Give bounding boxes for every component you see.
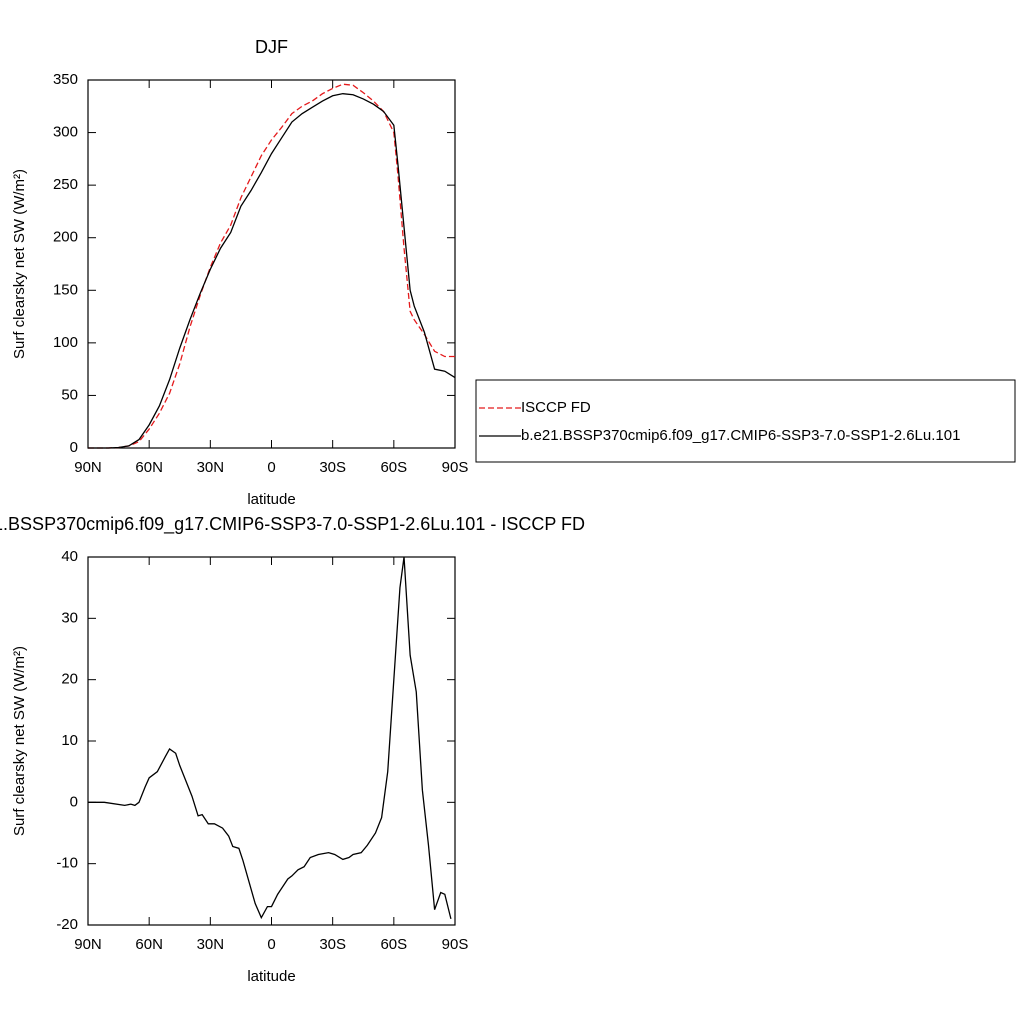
plot-frame: [87, 556, 456, 926]
x-tick-label: 90S: [442, 459, 469, 476]
y-tick-label: 10: [61, 732, 78, 749]
y-tick-label: -10: [56, 855, 78, 872]
x-tick-label: 0: [267, 459, 275, 476]
y-tick-label: 0: [70, 793, 78, 810]
y-tick-label: 350: [53, 71, 78, 88]
y-tick-label: -20: [56, 916, 78, 933]
legend-box: [475, 379, 1016, 463]
plot-frame: [87, 79, 456, 449]
x-axis-label: latitude: [247, 968, 295, 985]
series-line: [88, 83, 455, 449]
x-tick-label: 60N: [135, 459, 163, 476]
y-axis-label: Surf clearsky net SW (W/m²): [11, 646, 28, 836]
y-tick-label: 200: [53, 229, 78, 246]
y-tick-label: 300: [53, 124, 78, 141]
x-tick-label: 0: [267, 936, 275, 953]
chart-title: b.e21.BSSP370cmip6.f09_g17.CMIP6-SSP3-7.…: [0, 514, 585, 535]
series-line: [88, 556, 452, 920]
x-tick-label: 90S: [442, 936, 469, 953]
y-tick-label: 150: [53, 281, 78, 298]
x-tick-label: 60S: [380, 936, 407, 953]
x-tick-label: 60S: [380, 459, 407, 476]
y-tick-label: 100: [53, 334, 78, 351]
y-tick-label: 0: [70, 439, 78, 456]
x-tick-label: 30N: [197, 936, 225, 953]
y-tick-label: 30: [61, 609, 78, 626]
series-line: [88, 93, 456, 449]
y-tick-label: 20: [61, 671, 78, 688]
legend-label: b.e21.BSSP370cmip6.f09_g17.CMIP6-SSP3-7.…: [521, 427, 960, 444]
legend-label: ISCCP FD: [521, 399, 591, 416]
x-tick-label: 30S: [319, 459, 346, 476]
x-tick-label: 90N: [74, 936, 102, 953]
y-axis-label: Surf clearsky net SW (W/m²): [11, 169, 28, 359]
y-tick-label: 250: [53, 176, 78, 193]
x-tick-label: 30N: [197, 459, 225, 476]
y-tick-label: 50: [61, 386, 78, 403]
x-tick-label: 30S: [319, 936, 346, 953]
x-axis-label: latitude: [247, 491, 295, 508]
y-tick-label: 40: [61, 548, 78, 565]
x-tick-label: 60N: [135, 936, 163, 953]
x-tick-label: 90N: [74, 459, 102, 476]
chart-title: DJF: [255, 37, 288, 57]
